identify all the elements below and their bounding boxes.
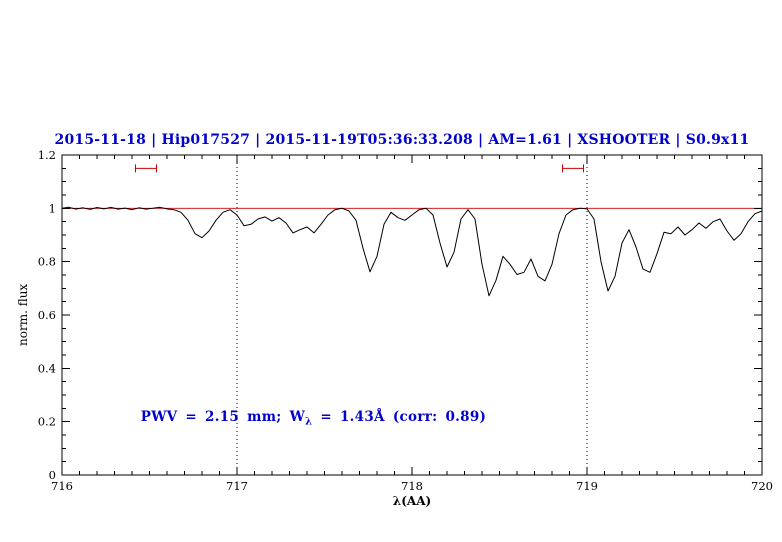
pwv-annotation: PWV = 2.15 mm; Wλ = 1.43Å (corr: 0.89) bbox=[141, 409, 486, 428]
x-tick-label: 716 bbox=[51, 479, 73, 493]
y-tick-label: 0.6 bbox=[38, 308, 56, 322]
x-tick-label: 719 bbox=[576, 479, 598, 493]
y-tick-label: 0.2 bbox=[38, 415, 56, 429]
spectrum-line bbox=[61, 206, 763, 297]
x-tick-label: 718 bbox=[401, 479, 423, 493]
pwv-annotation-post: = 1.43Å (corr: 0.89) bbox=[312, 408, 487, 425]
x-axis-label: λ(AA) bbox=[392, 494, 432, 508]
pwv-annotation-pre: PWV = 2.15 mm; W bbox=[140, 408, 306, 425]
x-tick-label: 717 bbox=[226, 479, 248, 493]
y-axis-label: norm. flux bbox=[16, 283, 30, 347]
y-tick-label: 0 bbox=[49, 468, 56, 482]
plot-title: 2015-11-18 | Hip017527 | 2015-11-19T05:3… bbox=[54, 132, 750, 148]
pwv-annotation-sub: λ bbox=[305, 416, 313, 428]
x-tick-label: 720 bbox=[751, 479, 773, 493]
y-tick-label: 1.2 bbox=[38, 148, 56, 162]
y-tick-label: 0.4 bbox=[38, 361, 56, 375]
y-tick-label: 1 bbox=[49, 201, 56, 215]
y-tick-label: 0.8 bbox=[38, 255, 56, 269]
